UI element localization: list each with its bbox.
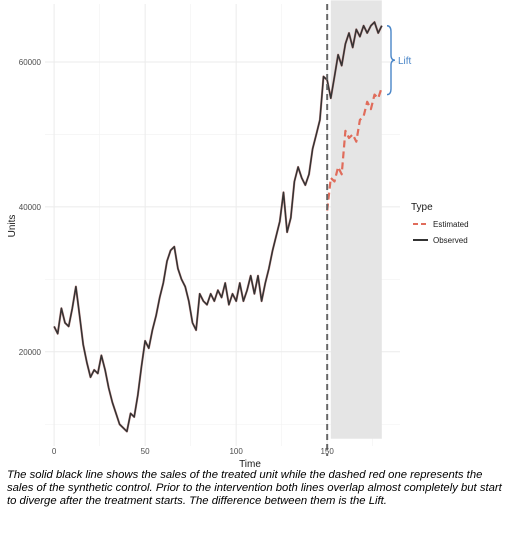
shaded-rect (330, 0, 382, 439)
line-chart: 0 50 100 150 20000 40000 60000 Time Units Lift… (7, 0, 469, 468)
post-treatment-shaded-region (330, 0, 382, 439)
legend-label-observed: Observed (433, 236, 468, 245)
series-line-observed (53, 21, 383, 433)
series-line-estimated (326, 86, 383, 211)
legend-label-estimated: Estimated (433, 220, 469, 229)
lift-annotation: Lift (386, 25, 412, 96)
y-tick-label-40000: 40000 (19, 203, 42, 212)
lift-label: Lift (398, 56, 412, 67)
x-tick-label-100: 100 (229, 447, 243, 456)
legend: Type Estimated Observed (411, 202, 469, 245)
lift-brace (386, 25, 396, 96)
y-tick-label-60000: 60000 (19, 58, 42, 67)
y-axis-title: Units (7, 215, 18, 238)
axis-ticks: 0 50 100 150 20000 40000 60000 (19, 58, 335, 456)
legend-title: Type (411, 202, 433, 213)
series-lines (53, 21, 383, 433)
x-tick-label-50: 50 (141, 447, 150, 456)
x-axis-title: Time (239, 459, 261, 468)
y-tick-label-20000: 20000 (19, 348, 42, 357)
x-tick-label-0: 0 (52, 447, 57, 456)
x-tick-label-150: 150 (320, 447, 334, 456)
figure-caption: The solid black line shows the sales of … (7, 469, 502, 507)
